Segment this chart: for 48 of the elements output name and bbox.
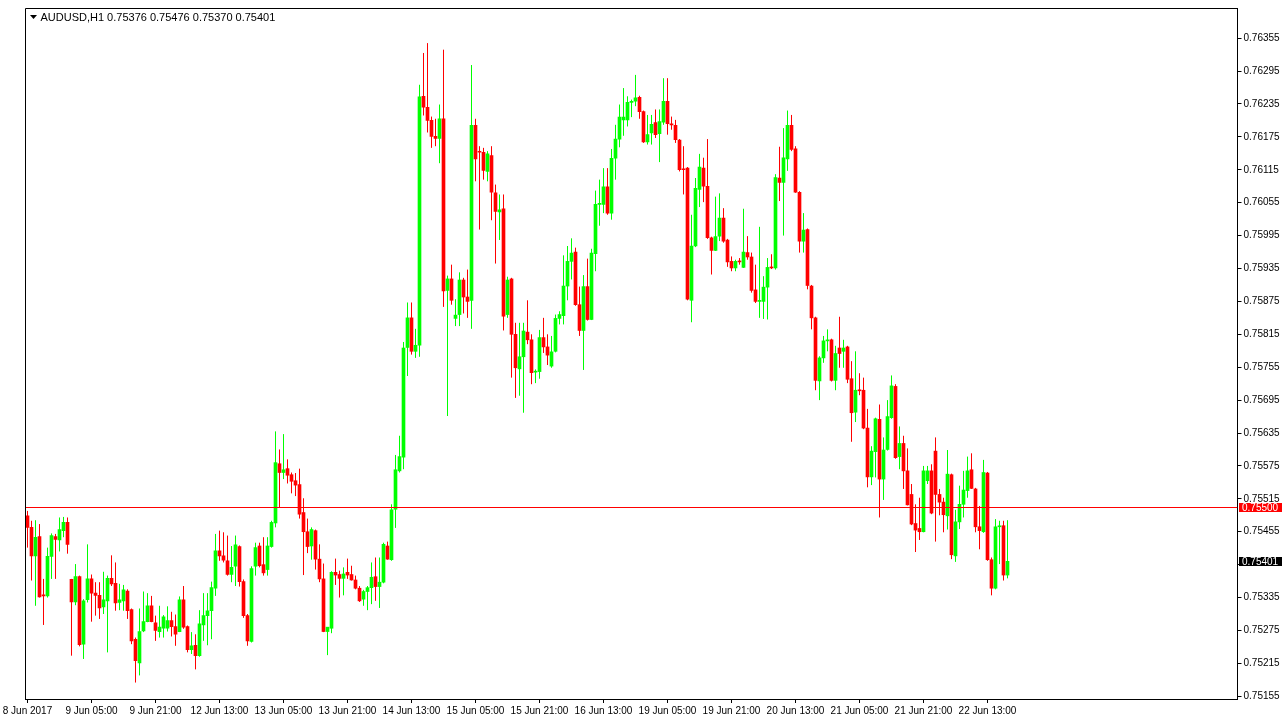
- x-tick-label: 9 Jun 05:00: [65, 704, 119, 716]
- x-tick-label: 13 Jun 21:00: [318, 704, 377, 716]
- candlestick: [189, 631, 194, 655]
- y-tick-label: 0.75275: [1243, 624, 1281, 636]
- x-tick-label: 16 Jun 13:00: [574, 704, 633, 716]
- text: 0.75401: [1242, 555, 1279, 567]
- y-tick-label: 0.75935: [1243, 262, 1281, 274]
- x-tick-label: 15 Jun 21:00: [510, 704, 569, 716]
- x-tick-label: 20 Jun 13:00: [766, 704, 825, 716]
- candlestick: [93, 581, 98, 617]
- ref-line-label: 0.75500: [1242, 501, 1279, 513]
- y-tick-label: 0.75635: [1243, 426, 1281, 438]
- x-tick-label: 15 Jun 05:00: [446, 704, 505, 716]
- y-tick-label: 0.75215: [1243, 657, 1281, 669]
- x-tick-label: 14 Jun 13:00: [382, 704, 441, 716]
- y-tick-label: 0.76235: [1243, 97, 1281, 109]
- x-tick-label: 19 Jun 21:00: [702, 704, 761, 716]
- x-tick-label: 21 Jun 05:00: [830, 704, 889, 716]
- candlestick: [497, 193, 502, 241]
- chart-title: AUDUSD,H1 0.75376 0.75476 0.75370 0.75401: [40, 11, 276, 23]
- candlestick: [117, 583, 122, 611]
- x-tick-label: 12 Jun 13:00: [190, 704, 249, 716]
- y-tick-label: 0.75875: [1243, 295, 1281, 307]
- y-tick-label: 0.75755: [1243, 360, 1281, 372]
- candlestick: [337, 570, 342, 599]
- y-tick-label: 0.75515: [1243, 492, 1281, 504]
- candlestick: [281, 433, 286, 480]
- y-tick-label: 0.76355: [1243, 31, 1281, 43]
- y-tick-label: 0.76175: [1243, 130, 1281, 142]
- candlestick: [433, 118, 438, 147]
- y-tick-label: 0.75995: [1243, 229, 1281, 241]
- x-tick-label: 8 Jun 2017: [2, 704, 53, 716]
- x-tick-label: 9 Jun 21:00: [129, 704, 183, 716]
- y-tick-label: 0.76295: [1243, 64, 1281, 76]
- y-tick-label: 0.75155: [1243, 690, 1281, 702]
- x-tick-label: 13 Jun 05:00: [254, 704, 313, 716]
- y-tick-label: 0.76115: [1243, 163, 1280, 175]
- x-tick-label: 22 Jun 13:00: [958, 704, 1017, 716]
- y-tick-label: 0.75815: [1243, 328, 1281, 340]
- candlestick: [53, 533, 58, 580]
- y-tick-label: 0.75575: [1243, 459, 1281, 471]
- y-tick-label: 0.75455: [1243, 525, 1281, 537]
- y-tick-label: 0.75335: [1243, 591, 1281, 603]
- y-tick-label: 0.75695: [1243, 393, 1281, 405]
- x-tick-label: 21 Jun 21:00: [894, 704, 953, 716]
- x-tick-label: 19 Jun 05:00: [638, 704, 697, 716]
- y-tick-label: 0.76055: [1243, 196, 1281, 208]
- candlestick: [757, 226, 762, 319]
